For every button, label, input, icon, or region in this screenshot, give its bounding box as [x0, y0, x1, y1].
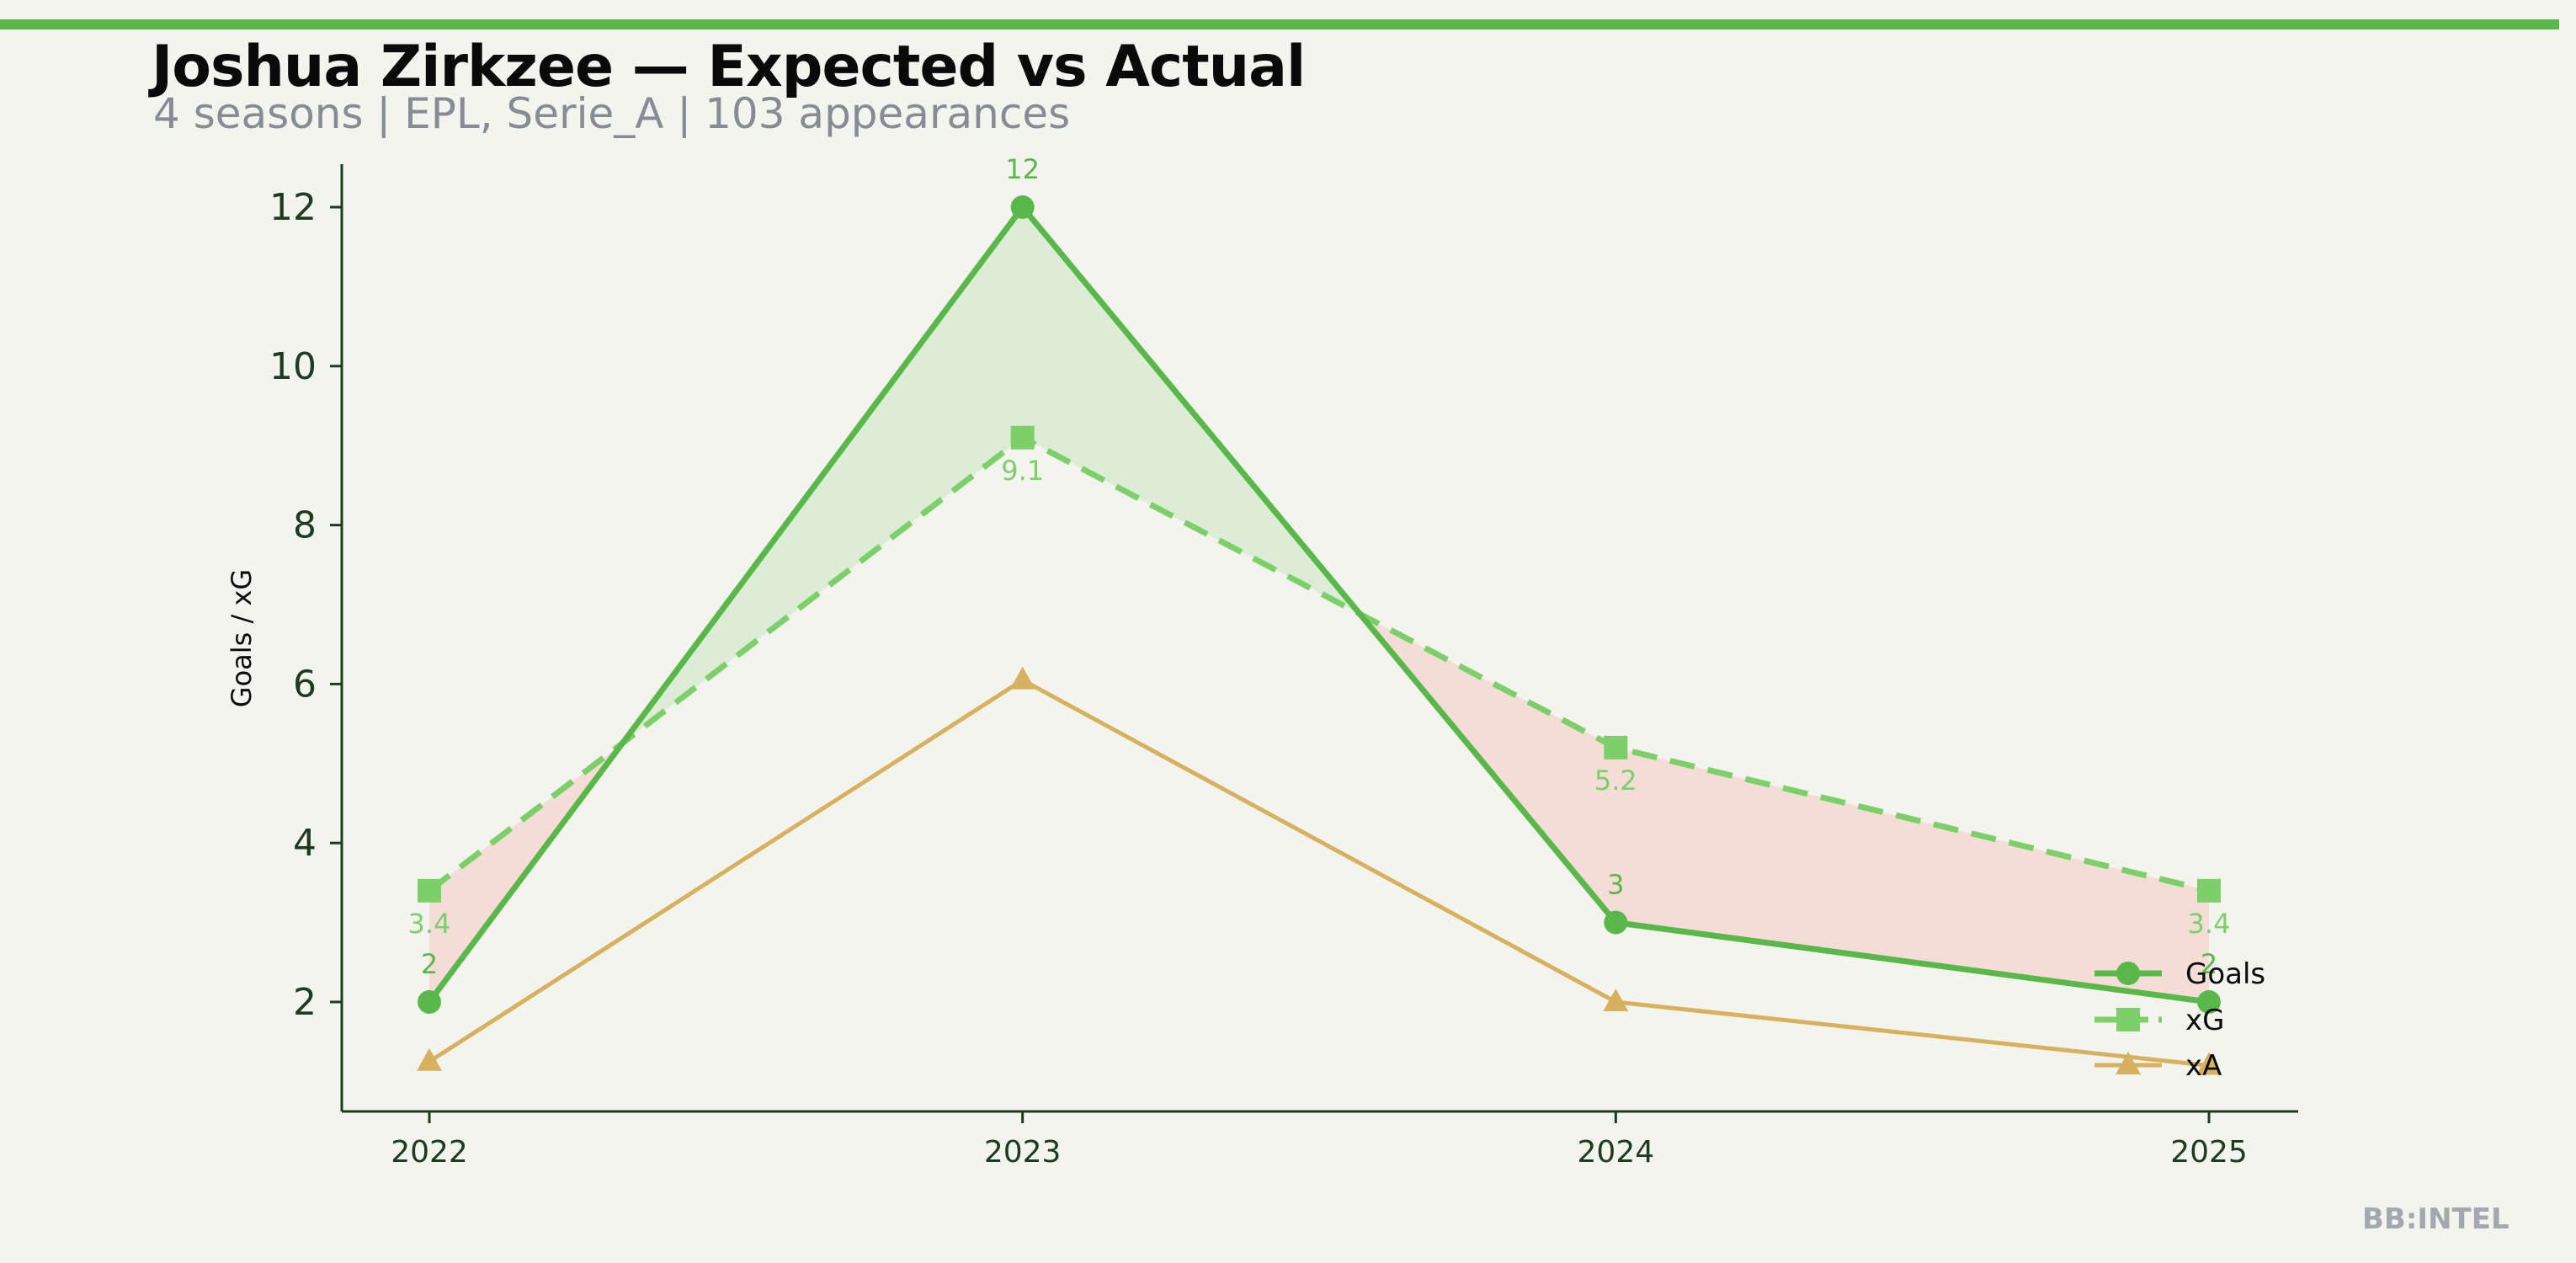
data-labels: 2 12 3 2 3.4 9.1 5.2 3.4: [408, 153, 2231, 980]
goals-point: [1604, 910, 1628, 935]
x-tick-label: 2025: [2170, 1135, 2248, 1170]
xg-data-label: 9.1: [1001, 455, 1044, 487]
y-tick-label: 12: [269, 186, 317, 229]
chart-subtitle: 4 seasons | EPL, Serie_A | 103 appearanc…: [153, 89, 1071, 138]
xg-data-label: 3.4: [408, 908, 451, 940]
legend-marker-xg: [2116, 1008, 2140, 1031]
chart-title: Joshua Zirkzee — Expected vs Actual: [152, 34, 1306, 100]
y-tick-label: 10: [269, 345, 317, 388]
goals-data-label: 2: [421, 948, 438, 980]
legend-label-goals: Goals: [2185, 957, 2265, 991]
goals-point: [418, 990, 441, 1014]
y-tick-label: 6: [293, 663, 317, 706]
xg-data-label: 3.4: [2188, 908, 2231, 940]
xg-point: [418, 878, 441, 903]
y-tick-label: 8: [293, 504, 317, 547]
brand-watermark: BB:INTEL: [2362, 1202, 2509, 1236]
x-tick-label: 2022: [391, 1135, 468, 1170]
diff-fill-2: [1615, 747, 2209, 1002]
y-axis-title: Goals / xG: [226, 569, 258, 707]
xa-point: [417, 1047, 442, 1071]
legend-marker-goals: [2116, 962, 2140, 985]
series-line-goals: [427, 204, 2210, 1005]
goals-point: [1010, 195, 1035, 219]
xg-data-label: 5.2: [1594, 765, 1637, 797]
legend-marker-xa: [2116, 1052, 2141, 1074]
xa-point: [1603, 989, 1629, 1011]
series-lines: [417, 195, 2222, 1075]
legend-label-xg: xG: [2185, 1004, 2224, 1037]
x-tick-label: 2023: [984, 1135, 1062, 1170]
difference-fills: [429, 207, 2209, 1002]
xg-point: [1604, 735, 1628, 759]
axes: 2 4 6 8 10 12 2022 2023 2024 2025 Goals / xG: [226, 164, 2298, 1170]
x-tick-label: 2024: [1578, 1135, 1655, 1170]
legend: Goals xG xA: [2094, 957, 2265, 1083]
goals-data-label: 3: [1607, 869, 1624, 901]
legend-label-xa: xA: [2185, 1049, 2222, 1083]
xg-point: [1010, 425, 1035, 450]
series-line-xg: [427, 434, 2210, 894]
xa-point: [1009, 666, 1035, 690]
y-tick-label: 4: [293, 822, 317, 865]
goals-data-label: 12: [1005, 153, 1040, 185]
goals-point: [2197, 990, 2221, 1014]
xa-point: [2196, 1052, 2222, 1075]
goals-data-label: 2: [2201, 948, 2217, 980]
y-tick-label: 2: [293, 981, 317, 1024]
xg-point: [2197, 878, 2221, 903]
accent-bar: [0, 19, 2559, 29]
series-line-xa: [428, 678, 2210, 1068]
